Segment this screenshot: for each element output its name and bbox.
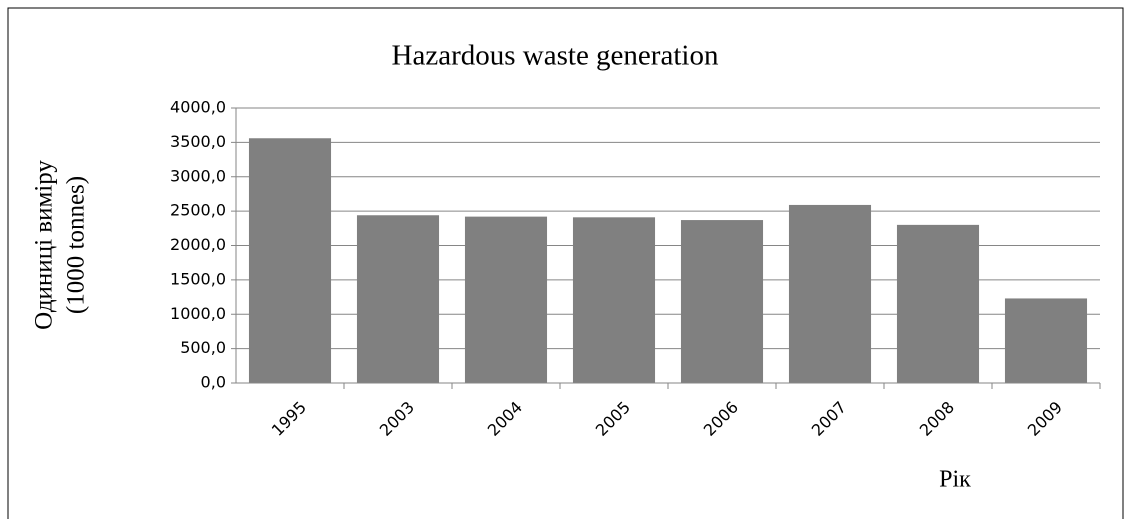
x-tick-label: 2006 bbox=[700, 398, 742, 440]
y-tick-label: 1500,0 bbox=[170, 269, 226, 288]
y-tick-label: 3500,0 bbox=[170, 132, 226, 151]
bar bbox=[680, 220, 764, 383]
chart-border bbox=[7, 7, 1124, 519]
x-tick-label: 2003 bbox=[376, 398, 418, 440]
bar bbox=[896, 224, 980, 383]
y-tick-label: 4000,0 bbox=[170, 98, 226, 117]
chart-title: Hazardous waste generation bbox=[392, 40, 719, 72]
y-axis-label: Одиниці виміру bbox=[31, 160, 58, 330]
x-tick-label: 2004 bbox=[484, 398, 526, 440]
bar bbox=[572, 217, 656, 383]
y-tick-label: 2500,0 bbox=[170, 201, 226, 220]
bar bbox=[464, 216, 548, 383]
x-axis-label: Рік bbox=[939, 467, 971, 493]
y-axis-label: (1000 tonnes) bbox=[63, 176, 90, 314]
bar bbox=[248, 138, 332, 383]
y-tick-label: 500,0 bbox=[180, 338, 226, 357]
y-tick-label: 3000,0 bbox=[170, 166, 226, 185]
x-tick-label: 2007 bbox=[808, 398, 850, 440]
bar bbox=[356, 215, 440, 383]
y-tick-label: 2000,0 bbox=[170, 235, 226, 254]
x-tick-label: 1995 bbox=[268, 398, 310, 440]
y-tick-label: 0,0 bbox=[201, 373, 226, 392]
x-tick-label: 2008 bbox=[916, 398, 958, 440]
y-tick-label: 1000,0 bbox=[170, 304, 226, 323]
bar bbox=[788, 204, 872, 383]
x-tick-label: 2005 bbox=[592, 398, 634, 440]
bar bbox=[1004, 298, 1088, 383]
x-tick-label: 2009 bbox=[1024, 398, 1066, 440]
